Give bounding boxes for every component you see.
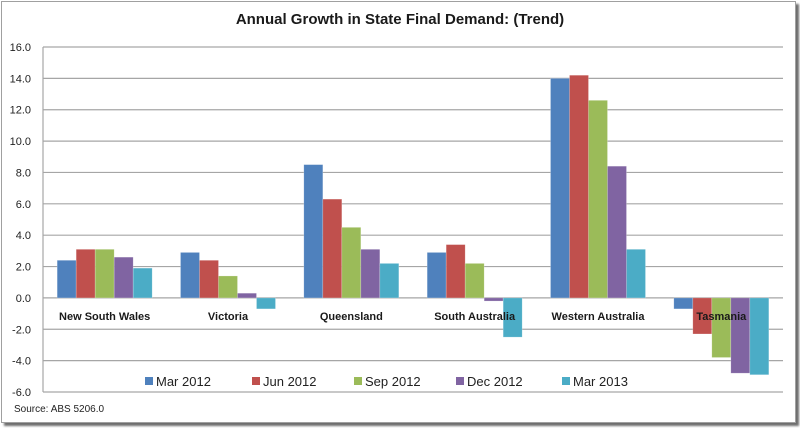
bar-victoria-jun-2012 xyxy=(199,259,219,299)
chart-title: Annual Growth in State Final Demand: (Tr… xyxy=(236,11,564,28)
bar-south-australia-mar-2012 xyxy=(426,252,447,299)
legend-label: Dec 2012 xyxy=(467,374,523,389)
y-tick-label: 8.0 xyxy=(16,167,31,179)
bar-queensland-jun-2012 xyxy=(322,198,343,299)
category-label: Western Australia xyxy=(552,311,646,323)
bar-victoria-sep-2012 xyxy=(218,275,238,299)
bars xyxy=(56,74,770,376)
bar-south-australia-jun-2012 xyxy=(445,244,466,299)
y-tick-label: 6.0 xyxy=(16,199,31,211)
y-tick-label: -2.0 xyxy=(12,324,31,336)
bar-queensland-mar-2012 xyxy=(303,164,324,299)
category-label: Victoria xyxy=(208,311,249,323)
category-label: Tasmania xyxy=(696,311,747,323)
bar-queensland-mar-2013 xyxy=(379,263,400,299)
bar-victoria-dec-2012 xyxy=(237,292,257,299)
y-tick-label: 16.0 xyxy=(10,42,31,54)
source-note: Source: ABS 5206.0 xyxy=(14,404,105,415)
bar-tasmania-mar-2012 xyxy=(673,297,694,310)
legend-swatch xyxy=(145,377,153,385)
y-tick-label: 0.0 xyxy=(16,293,31,305)
legend-swatch xyxy=(252,377,260,385)
bar-victoria-mar-2013 xyxy=(256,297,276,310)
y-tick-label: 12.0 xyxy=(10,105,31,117)
bar-new-south-wales-mar-2012 xyxy=(56,259,77,299)
y-tick-label: 2.0 xyxy=(16,262,31,274)
bar-tasmania-dec-2012 xyxy=(730,297,751,374)
bar-queensland-dec-2012 xyxy=(360,248,381,299)
y-axis: 16.0 14.0 12.0 10.0 8.0 6.0 4.0 2.0 0.0 -2.0 -4.0 -… xyxy=(10,42,44,399)
bar-tasmania-mar-2013 xyxy=(749,297,770,376)
legend-label: Jun 2012 xyxy=(263,374,317,389)
y-tick-label: -4.0 xyxy=(12,356,31,368)
category-label: Queensland xyxy=(320,311,383,323)
legend-swatch xyxy=(354,377,362,385)
category-labels: New South Wales Victoria Queensland South A… xyxy=(59,311,747,323)
y-tick-label: 10.0 xyxy=(10,136,31,148)
y-tick-label: 14.0 xyxy=(10,73,31,85)
legend-label: Mar 2012 xyxy=(156,374,211,389)
category-label: South Australia xyxy=(434,311,516,323)
bar-new-south-wales-mar-2013 xyxy=(132,267,153,299)
bar-tasmania-sep-2012 xyxy=(711,297,732,358)
legend: Mar 2012 Jun 2012 Sep 2012 Dec 2012 Mar 2013 xyxy=(145,374,628,389)
chart-frame xyxy=(1,1,796,423)
legend-swatch xyxy=(562,377,570,385)
bar-new-south-wales-sep-2012 xyxy=(94,248,115,299)
bar-queensland-sep-2012 xyxy=(341,227,362,299)
bar-new-south-wales-jun-2012 xyxy=(75,248,96,299)
gridlines xyxy=(43,46,783,393)
y-tick-label: -6.0 xyxy=(12,387,31,399)
bar-south-australia-sep-2012 xyxy=(464,263,485,299)
legend-label: Sep 2012 xyxy=(365,374,421,389)
bar-south-australia-mar-2013 xyxy=(502,297,523,338)
legend-swatch xyxy=(456,377,464,385)
bar-victoria-mar-2012 xyxy=(180,252,200,299)
category-label: New South Wales xyxy=(59,311,150,323)
bar-western-australia-jun-2012 xyxy=(569,74,589,299)
bar-western-australia-sep-2012 xyxy=(588,100,608,299)
y-tick-label: 4.0 xyxy=(16,230,31,242)
bar-western-australia-mar-2013 xyxy=(626,248,646,299)
legend-label: Mar 2013 xyxy=(573,374,628,389)
bar-western-australia-mar-2012 xyxy=(550,78,570,299)
bar-south-australia-dec-2012 xyxy=(483,297,504,302)
bar-new-south-wales-dec-2012 xyxy=(113,256,134,299)
bar-western-australia-dec-2012 xyxy=(607,165,627,299)
